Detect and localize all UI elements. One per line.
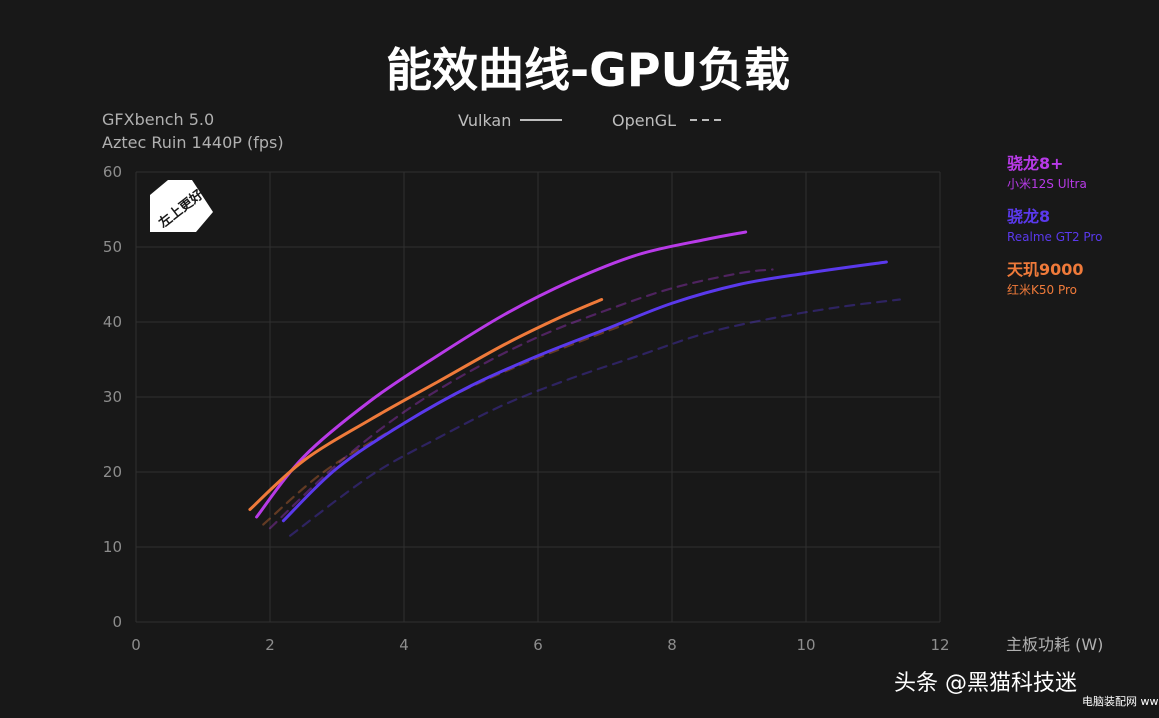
x-tick-label: 2 [265,636,275,654]
x-tick-label: 10 [796,636,815,654]
y-tick-label: 0 [112,613,122,631]
y-tick-label: 50 [103,238,122,256]
x-tick-label: 0 [131,636,141,654]
axis-ticks: 0 2 4 6 8 10 12 0 10 20 30 40 50 60 [103,163,950,654]
legend-label-vulkan: Vulkan [458,111,511,130]
series-line-opengl-0 [268,268,774,530]
x-axis-label: 主板功耗 (W) [1006,635,1103,654]
x-tick-label: 6 [533,636,543,654]
series-legend: 骁龙8+ 小米12S Ultra 骁龙8 Realme GT2 Pro 天玑9000 红米… [1007,154,1102,297]
series-line-vulkan-0 [255,230,748,519]
y-tick-label: 10 [103,538,122,556]
y-axis-label-line1: GFXbench 5.0 [102,110,214,129]
watermark-text: 头条 @黑猫科技迷 [894,671,1077,696]
series-line-opengl-2 [262,320,633,526]
watermark-subtext: 电脑装配网 www.dnzp.com [1082,695,1159,708]
watermark: 头条 @黑猫科技迷 电脑装配网 www.dnzp.com [894,671,1159,708]
x-tick-label: 8 [667,636,677,654]
series-line-vulkan-2 [248,298,604,511]
series-legend-device: 红米K50 Pro [1007,282,1077,297]
series-legend-name: 天玑9000 [1007,260,1084,279]
y-tick-label: 20 [103,463,122,481]
series-legend-name: 骁龙8+ [1007,154,1064,173]
line-style-legend: Vulkan OpenGL [458,111,726,130]
upper-left-better-badge: 左上更好 [150,180,213,232]
grid [135,171,941,623]
series-line-opengl-1 [289,298,901,537]
series-legend-device: 小米12S Ultra [1007,177,1087,191]
series-legend-name: 骁龙8 [1007,207,1050,226]
x-tick-label: 12 [930,636,949,654]
x-tick-label: 4 [399,636,409,654]
legend-label-opengl: OpenGL [612,111,676,130]
series-legend-device: Realme GT2 Pro [1007,230,1102,244]
y-tick-label: 40 [103,313,122,331]
y-axis-label-line2: Aztec Ruin 1440P (fps) [102,133,284,152]
y-tick-label: 60 [103,163,122,181]
series-line-vulkan-1 [281,260,888,523]
y-tick-label: 30 [103,388,122,406]
series [248,230,901,537]
chart-title: 能效曲线-GPU负载 [386,43,790,97]
